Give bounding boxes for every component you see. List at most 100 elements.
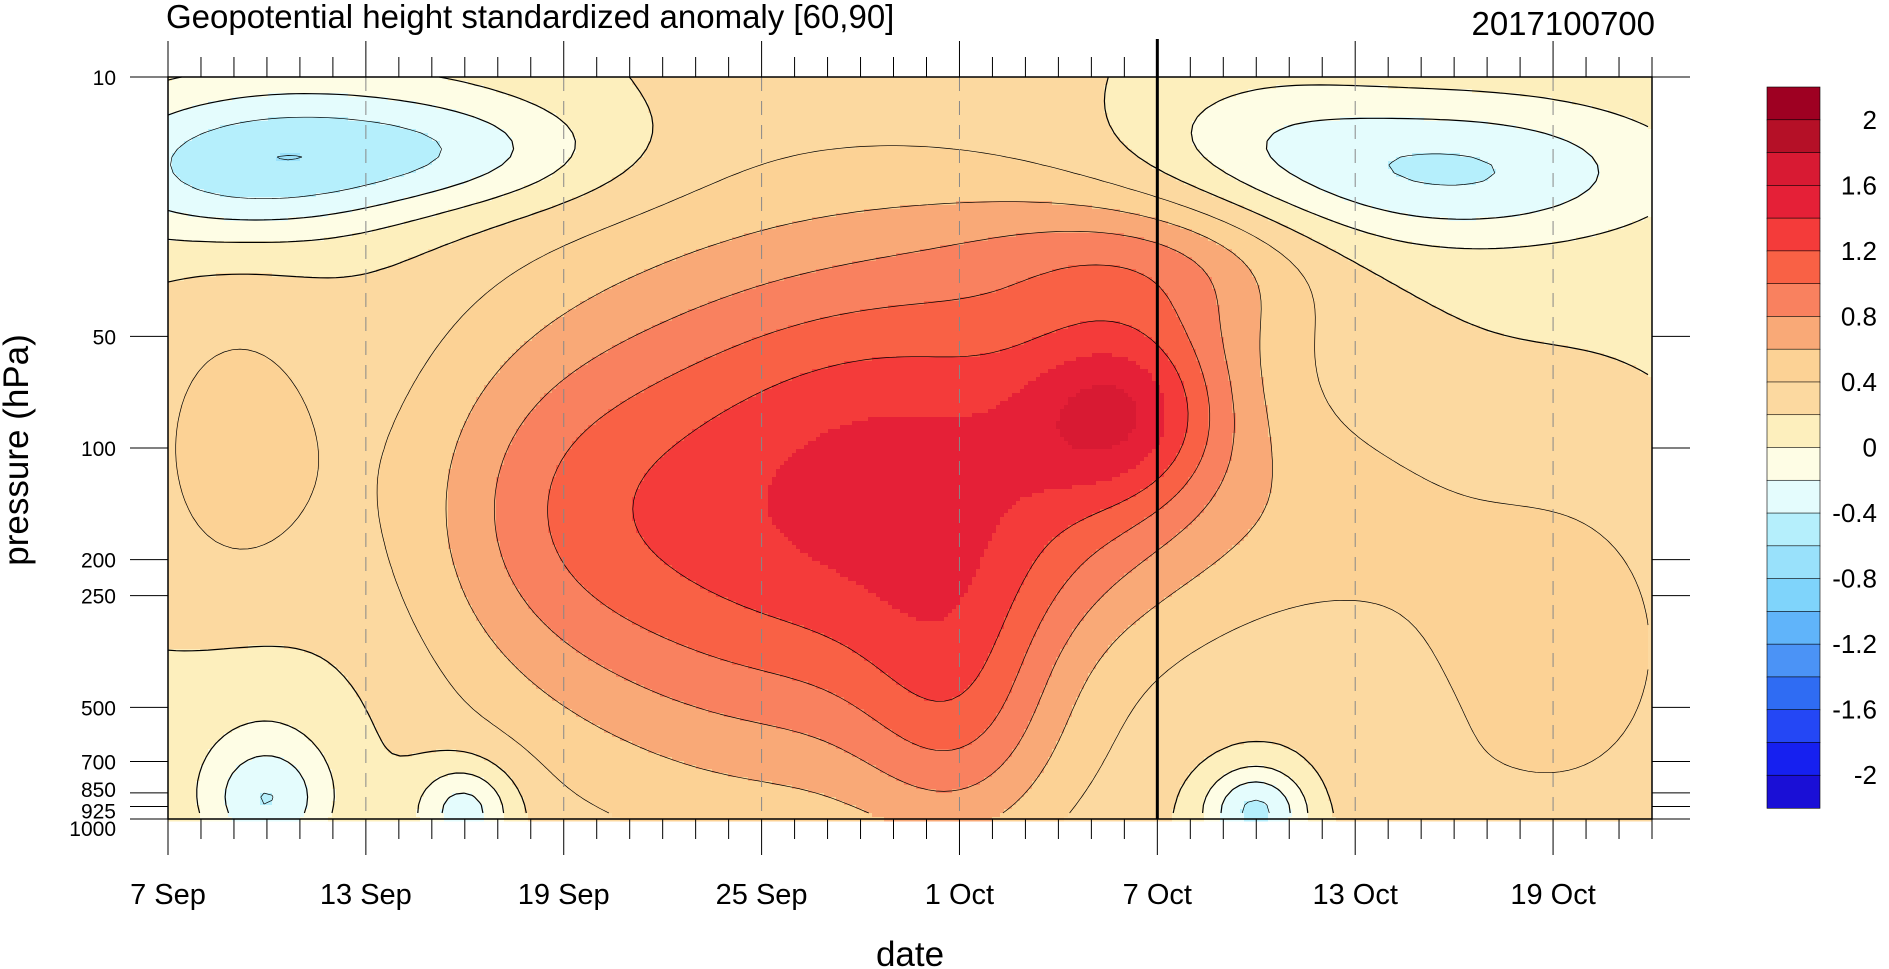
contour-cell bbox=[312, 81, 317, 86]
contour-cell bbox=[652, 81, 657, 86]
contour-cell bbox=[852, 81, 857, 86]
contour-cell bbox=[808, 81, 813, 86]
contour-cell bbox=[432, 81, 437, 86]
contour-cell bbox=[692, 81, 697, 86]
contour-cell bbox=[672, 81, 677, 86]
contour-cell bbox=[716, 81, 721, 86]
contour-cell bbox=[732, 81, 737, 86]
contour-cell bbox=[816, 81, 821, 86]
contour-cell bbox=[248, 81, 253, 86]
contour-cell bbox=[704, 81, 709, 86]
contour-cell bbox=[520, 81, 525, 86]
contour-cell bbox=[332, 81, 337, 86]
contour-cell bbox=[588, 81, 593, 86]
contour-cell bbox=[220, 81, 225, 86]
contour-cell bbox=[584, 81, 589, 86]
contour-cell bbox=[800, 81, 805, 86]
contour-cell bbox=[412, 81, 417, 86]
contour-cell bbox=[256, 81, 261, 86]
contour-cell bbox=[616, 81, 621, 86]
contour-cell bbox=[620, 81, 625, 86]
contour-cell bbox=[408, 81, 413, 86]
contour-cell bbox=[224, 81, 229, 86]
contour-cell bbox=[592, 81, 597, 86]
contour-cell bbox=[356, 81, 361, 86]
contour-cell bbox=[676, 81, 681, 86]
contour-cell bbox=[376, 81, 381, 86]
contour-cell bbox=[400, 81, 405, 86]
contour-cell bbox=[644, 81, 649, 86]
contour-cell bbox=[656, 81, 661, 86]
contour-cell bbox=[428, 81, 433, 86]
contour-cell bbox=[552, 81, 557, 86]
contour-cell bbox=[452, 81, 457, 86]
contour-cell bbox=[548, 81, 553, 86]
contour-cell bbox=[624, 81, 629, 86]
contour-cell bbox=[512, 81, 517, 86]
contour-cell bbox=[752, 81, 757, 86]
contour-cell bbox=[328, 81, 333, 86]
contour-cell bbox=[184, 81, 189, 86]
contour-cell bbox=[360, 81, 365, 86]
contour-cell bbox=[688, 81, 693, 86]
contour-cell bbox=[404, 81, 409, 86]
contour-cell bbox=[440, 81, 445, 86]
contour-cell bbox=[736, 81, 741, 86]
contour-cell bbox=[424, 81, 429, 86]
contour-cell bbox=[352, 81, 357, 86]
contour-cell bbox=[212, 81, 217, 86]
contour-cell bbox=[196, 81, 201, 86]
contour-cell bbox=[336, 81, 341, 86]
contour-cell bbox=[288, 81, 293, 86]
contour-cell bbox=[304, 81, 309, 86]
contour-cell bbox=[608, 81, 613, 86]
contour-cell bbox=[756, 81, 761, 86]
contour-cell bbox=[484, 81, 489, 86]
contour-cell bbox=[568, 81, 573, 86]
contour-cell bbox=[308, 81, 313, 86]
contour-cell bbox=[664, 81, 669, 86]
contour-cell bbox=[368, 81, 373, 86]
contour-cell bbox=[796, 81, 801, 86]
chart-canvas: 7 Sep 13 Sep 19 Sep 25 Sep 1 Oct 7 Oct 13 Oct 1… bbox=[0, 0, 1889, 969]
contour-cell bbox=[804, 81, 809, 86]
contour-cell bbox=[784, 81, 789, 86]
contour-cell bbox=[268, 81, 273, 86]
contour-cell bbox=[540, 81, 545, 86]
contour-cell bbox=[580, 81, 585, 86]
contour-cell bbox=[724, 81, 729, 86]
contour-cell bbox=[496, 81, 501, 86]
contour-cell bbox=[636, 81, 641, 86]
contour-cell bbox=[792, 81, 797, 86]
contour-cell bbox=[176, 81, 181, 86]
contour-cell bbox=[344, 81, 349, 86]
contour-cell bbox=[572, 81, 577, 86]
contour-cell bbox=[480, 81, 485, 86]
contour-cell bbox=[244, 81, 249, 86]
contour-cell bbox=[384, 81, 389, 86]
contour-cell bbox=[284, 81, 289, 86]
contour-cell bbox=[340, 81, 345, 86]
contour-cell bbox=[708, 81, 713, 86]
contour-cell bbox=[276, 81, 281, 86]
contour-cell bbox=[232, 81, 237, 86]
contour-cell bbox=[836, 81, 841, 86]
contour-cell bbox=[648, 81, 653, 86]
contour-cell bbox=[324, 81, 329, 86]
contour-cell bbox=[296, 81, 301, 86]
contour-cell bbox=[764, 81, 769, 86]
contour-cell bbox=[696, 81, 701, 86]
contour-cell bbox=[532, 81, 537, 86]
contour-cell bbox=[684, 81, 689, 86]
contour-cell bbox=[508, 81, 513, 86]
contour-cell bbox=[576, 81, 581, 86]
contour-cell bbox=[448, 81, 453, 86]
contour-cell bbox=[528, 81, 533, 86]
contour-cell bbox=[660, 81, 665, 86]
contour-cell bbox=[272, 81, 277, 86]
contour-cell bbox=[748, 81, 753, 86]
contour-cell bbox=[240, 81, 245, 86]
contour-cell bbox=[668, 81, 673, 86]
contour-cell bbox=[536, 81, 541, 86]
contour-cell bbox=[216, 81, 221, 86]
